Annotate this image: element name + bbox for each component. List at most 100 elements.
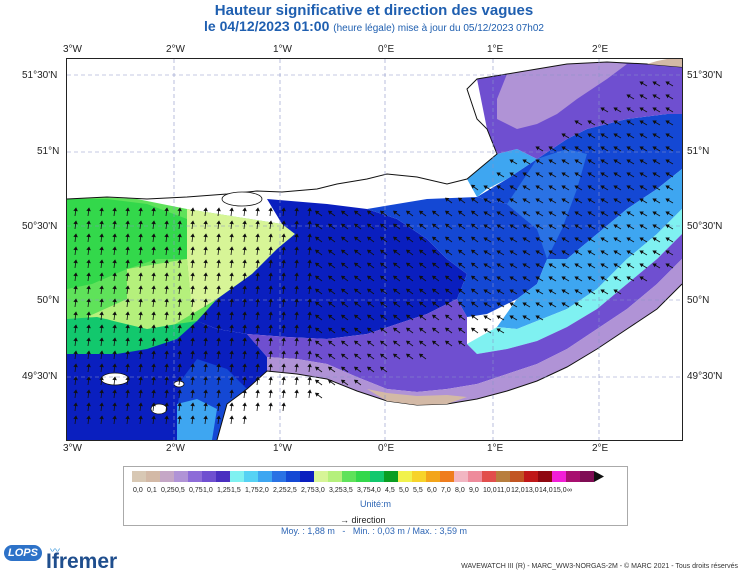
direction-arrowhead xyxy=(216,363,221,368)
direction-arrowhead xyxy=(307,272,312,277)
direction-arrowhead xyxy=(255,389,260,394)
direction-arrowhead xyxy=(561,289,566,294)
legend-end-triangle xyxy=(594,471,604,482)
direction-arrowhead xyxy=(164,233,169,238)
direction-arrowhead xyxy=(418,223,424,228)
map-date: le 04/12/2023 01:00 xyxy=(204,18,330,34)
direction-arrowhead xyxy=(457,301,463,306)
legend-swatch xyxy=(510,471,524,482)
direction-arrowhead xyxy=(535,276,540,281)
direction-arrowhead xyxy=(535,237,540,242)
direction-arrowhead xyxy=(600,224,605,229)
direction-arrowhead xyxy=(522,237,527,242)
direction-arrowhead xyxy=(151,376,156,381)
direction-arrowhead xyxy=(665,120,670,125)
direction-arrowhead xyxy=(99,402,104,407)
direction-arrowhead xyxy=(496,211,501,216)
direction-arrowhead xyxy=(613,120,618,125)
direction-arrowhead xyxy=(216,389,221,394)
direction-arrowhead xyxy=(99,207,104,212)
direction-arrowhead xyxy=(190,337,195,342)
legend-swatch xyxy=(188,471,202,482)
direction-arrowhead xyxy=(561,198,566,203)
direction-arrowhead xyxy=(652,120,657,125)
direction-arrowhead xyxy=(112,207,117,212)
direction-arrowhead xyxy=(418,340,424,345)
legend-label: ∞ xyxy=(567,487,572,494)
direction-arrowhead xyxy=(86,259,91,264)
direction-arrowhead xyxy=(522,211,527,216)
direction-arrowhead xyxy=(229,298,234,303)
direction-arrowhead xyxy=(496,198,501,203)
direction-arrowhead xyxy=(340,327,346,332)
direction-arrowhead xyxy=(281,259,286,264)
direction-arrowhead xyxy=(242,220,247,225)
legend-label: 3,0 xyxy=(315,487,325,494)
direction-arrowhead xyxy=(255,376,260,381)
direction-arrowhead xyxy=(294,220,299,225)
direction-arrowhead xyxy=(255,285,260,290)
direction-arrowhead xyxy=(600,211,605,216)
direction-arrowhead xyxy=(216,285,221,290)
direction-arrowhead xyxy=(574,250,579,255)
direction-arrowhead xyxy=(216,220,221,225)
direction-arrowhead xyxy=(242,272,247,277)
direction-arrowhead xyxy=(229,324,234,329)
direction-arrowhead xyxy=(99,285,104,290)
direction-arrowhead xyxy=(151,324,156,329)
legend-label: 7,0 xyxy=(441,487,451,494)
direction-arrowhead xyxy=(190,389,195,394)
direction-arrowhead xyxy=(587,120,592,125)
legend-swatch xyxy=(482,471,496,482)
direction-arrowhead xyxy=(314,223,320,228)
direction-arrowhead xyxy=(242,246,247,251)
direction-arrowhead xyxy=(665,250,670,255)
direction-arrowhead xyxy=(86,324,91,329)
direction-arrowhead xyxy=(522,185,527,190)
direction-arrowhead xyxy=(405,223,411,228)
direction-arrowhead xyxy=(626,159,631,164)
direction-arrowhead xyxy=(353,210,359,215)
direction-arrowhead xyxy=(151,298,156,303)
legend-label: 0,75 xyxy=(189,487,203,494)
direction-arrowhead xyxy=(340,210,346,215)
direction-arrowhead xyxy=(652,250,657,255)
direction-arrowhead xyxy=(255,233,260,238)
direction-arrowhead xyxy=(626,224,631,229)
direction-arrowhead xyxy=(216,415,221,420)
direction-arrowhead xyxy=(281,220,286,225)
direction-arrowhead xyxy=(164,363,169,368)
direction-arrowhead xyxy=(99,337,104,342)
direction-arrowhead xyxy=(307,298,312,303)
direction-arrowhead xyxy=(665,237,670,242)
direction-arrowhead xyxy=(112,233,117,238)
direction-arrowhead xyxy=(561,146,566,151)
legend-label: 0,1 xyxy=(147,487,157,494)
legend-swatch xyxy=(314,471,328,482)
direction-arrowhead xyxy=(327,288,333,293)
legend-swatch xyxy=(384,471,398,482)
direction-arrowhead xyxy=(613,198,618,203)
direction-arrowhead xyxy=(73,337,78,342)
direction-arrowhead xyxy=(86,246,91,251)
direction-arrowhead xyxy=(73,324,78,329)
direction-arrowhead xyxy=(125,298,130,303)
direction-arrowhead xyxy=(216,350,221,355)
direction-arrowhead xyxy=(405,262,411,267)
direction-arrowhead xyxy=(639,276,644,281)
direction-arrowhead xyxy=(665,81,670,86)
direction-arrowhead xyxy=(522,159,527,164)
direction-arrowhead xyxy=(294,285,299,290)
direction-arrowhead xyxy=(483,328,488,333)
direction-arrowhead xyxy=(294,350,299,355)
direction-arrowhead xyxy=(294,298,299,303)
direction-arrowhead xyxy=(626,107,631,112)
direction-arrowhead xyxy=(561,172,566,177)
direction-arrowhead xyxy=(307,207,312,212)
direction-arrowhead xyxy=(665,224,670,229)
lat-tick-right-49-30: 49°30'N xyxy=(687,371,723,382)
direction-arrowhead xyxy=(229,363,234,368)
direction-arrowhead xyxy=(307,363,312,368)
legend-swatch xyxy=(342,471,356,482)
legend-swatch xyxy=(524,471,538,482)
